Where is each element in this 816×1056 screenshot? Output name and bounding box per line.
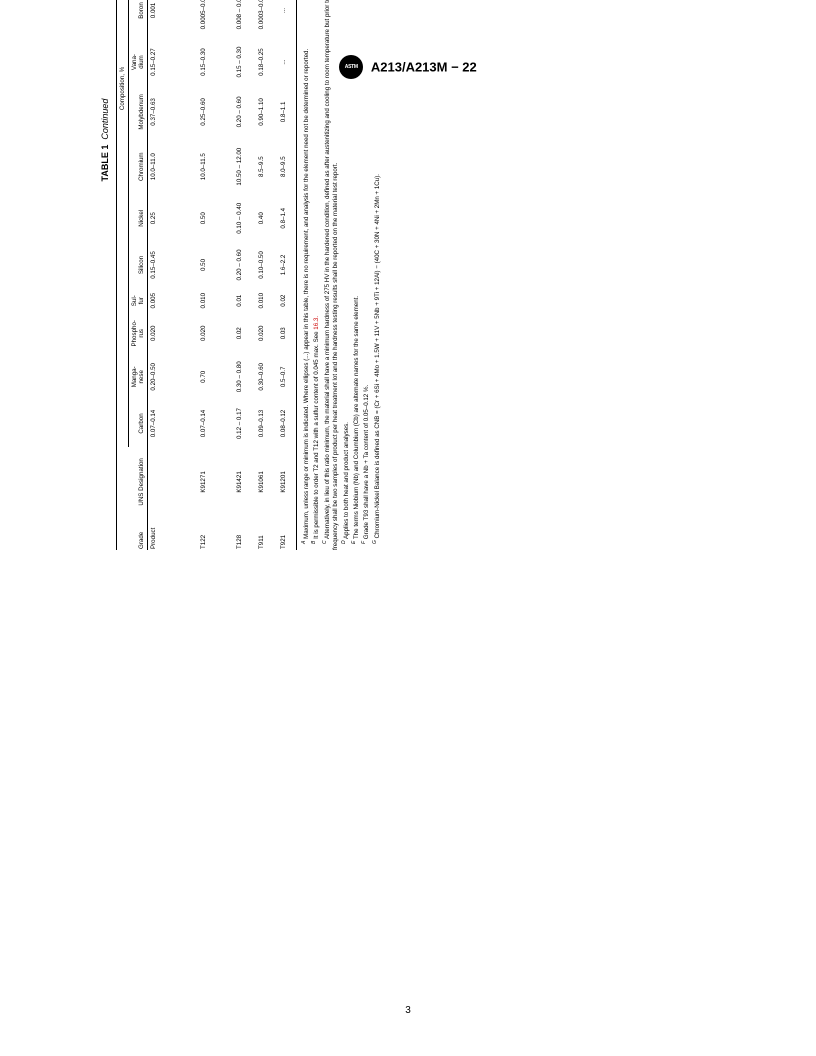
cell-value: 1.6–2.2 [274,242,296,289]
cell-value: 0.90–1.10 [252,85,274,138]
cell-value: 0.15 – 0.30 [230,39,252,86]
cell-grade: T122 [194,517,230,550]
footnote-d: D Applies to both heat and product analy… [341,0,351,550]
cell-value: 0.30 – 0.80 [230,353,252,400]
table-row: T921K912010.08–0.120.5–0.70.030.021.6–2.… [274,0,296,550]
col-uns: UNS Designation [117,447,148,517]
cell-value: 0.020 [252,313,274,353]
col-header: Phospho-rus [129,313,148,353]
cell-value: 0.8–1.1 [274,85,296,138]
cell-value: 0.020 [148,313,195,353]
col-header: Carbon [129,400,148,447]
cell-value: 0.8–1.4 [274,195,296,242]
cell-value: 10.0–11.0 [148,138,195,194]
footnote-f: F Grade T93 shall have a Nb + Ta content… [361,0,371,550]
cell-value: 0.07–0.14 [194,400,230,447]
cell-value: 0.20–0.50 [148,353,195,400]
cell-value: 0.37–0.63 [148,85,195,138]
cell-value: 0.01 [230,288,252,313]
col-header: Manga-nese [129,353,148,400]
cell-value: 0.07–0.14 [148,400,195,447]
cell-value: 0.001 [148,0,195,39]
cell-value: 0.20 – 0.60 [230,85,252,138]
cell-value: 0.50 [194,242,230,289]
table-row: T122K912710.07–0.140.700.0200.0100.500.5… [194,0,230,550]
cell-value: 0.5–0.7 [274,353,296,400]
table-container: TABLE 1 Continued Grade UNS Designation … [100,0,382,550]
cell-value: 0.30–0.60 [252,353,274,400]
table-row: T128K914210.12 – 0.170.30 – 0.800.020.01… [230,0,252,550]
col-header: Nickel [129,195,148,242]
cell-value: ... [274,39,296,86]
cell-value: 0.12 – 0.17 [230,400,252,447]
footnote-a: A Maximum, unless range or minimum is in… [301,0,311,550]
cell-value: 0.02 [274,288,296,313]
cell-value: 0.03 [274,313,296,353]
cell-value: 0.08–0.12 [274,400,296,447]
cell-value: 0.15–0.30 [194,39,230,86]
cell-value: 0.18–0.25 [252,39,274,86]
col-header: Chromium [129,138,148,194]
cell-value: 0.09–0.13 [252,400,274,447]
col-header: Vana-dium [129,39,148,86]
cell-value: 8.0–9.5 [274,138,296,194]
cell-grade: T921 [274,517,296,550]
col-header: Sul-fur [129,288,148,313]
col-grade: Grade [117,517,148,550]
cell-uns [148,447,195,517]
cell-value: 0.10–0.50 [252,242,274,289]
cell-value: 0.020 [194,313,230,353]
footnote-b: B It is permissible to order T2 and T12 … [311,0,321,550]
document-id: A213/A213M − 22 [371,60,477,75]
col-header: Boron [129,0,148,39]
cell-value: 0.25 [148,195,195,242]
cell-value: 0.008 – 0.015 [230,0,252,39]
col-composition: Composition, % [117,0,129,447]
cell-value: 10.50 – 12.00 [230,138,252,194]
footnote-c: C Alternatively, in lieu of this ratio m… [322,0,341,550]
cell-value: 0.40 [252,195,274,242]
cell-uns: K91271 [194,447,230,517]
cell-uns: K91061 [252,447,274,517]
footnotes: A Maximum, unless range or minimum is in… [296,0,382,550]
cell-value: 0.15–0.45 [148,242,195,289]
cell-value: 0.02 [230,313,252,353]
page-number: 3 [0,1005,816,1016]
cell-value: 0.0003–0.006 [252,0,274,39]
cell-value: 10.0–11.5 [194,138,230,194]
col-header: Molybdenum [129,85,148,138]
cell-uns: K91421 [230,447,252,517]
cell-grade: T911 [252,517,274,550]
cell-value: 0.20 – 0.60 [230,242,252,289]
cell-grade: T128 [230,517,252,550]
cell-value: 0.010 [252,288,274,313]
table-label: TABLE 1 [100,145,110,182]
footnote-e: E The terms Niobium (Nb) and Columbium (… [351,0,361,550]
cell-grade: Product [148,517,195,550]
cell-value: 8.5–9.5 [252,138,274,194]
cell-value: 0.005 [148,288,195,313]
footnote-g: G Chromium-Nickel Balance is defined as … [372,0,382,550]
cell-value: 0.15–0.27 [148,39,195,86]
cell-value: 0.10 – 0.40 [230,195,252,242]
cell-value: ... [274,0,296,39]
cell-value: 0.70 [194,353,230,400]
col-header: Silicon [129,242,148,289]
cell-value: 0.010 [194,288,230,313]
table-row: T911K910610.09–0.130.30–0.600.0200.0100.… [252,0,274,550]
cell-uns: K91201 [274,447,296,517]
table-title: TABLE 1 Continued [100,0,110,550]
cell-value: 0.25–0.60 [194,85,230,138]
composition-table: Grade UNS Designation Composition, % Car… [116,0,296,550]
table-continued: Continued [100,99,110,140]
cell-value: 0.50 [194,195,230,242]
cell-value: 0.0005–0.005 [194,0,230,39]
table-row: Product0.07–0.140.20–0.500.0200.0050.15–… [148,0,195,550]
